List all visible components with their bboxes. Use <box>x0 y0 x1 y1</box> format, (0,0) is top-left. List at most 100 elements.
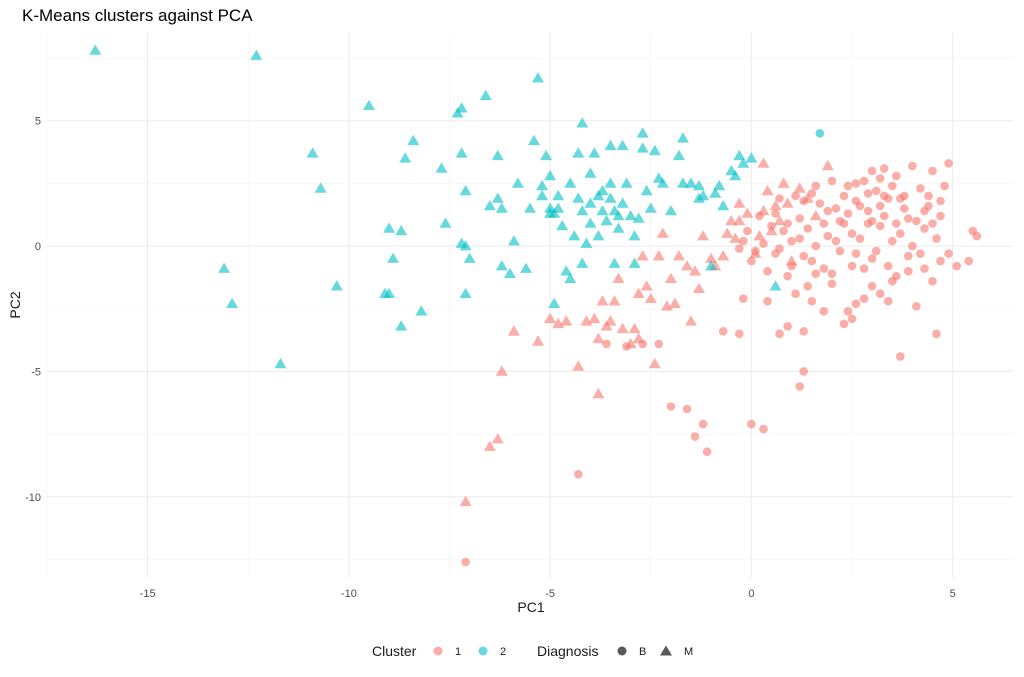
point-cluster2-m <box>733 149 746 161</box>
point-cluster1-b <box>888 276 897 286</box>
point-cluster1-m <box>781 197 794 208</box>
point-cluster2-m <box>705 260 718 271</box>
point-cluster1-b <box>908 161 917 171</box>
point-cluster1-b <box>799 251 808 261</box>
point-cluster1-b <box>855 201 865 211</box>
point-cluster1-m <box>592 388 605 399</box>
point-cluster2-m <box>576 257 589 268</box>
point-cluster1-b <box>916 184 925 193</box>
point-cluster2-m <box>218 262 231 273</box>
point-cluster1-m <box>648 357 661 369</box>
point-cluster1-b <box>908 241 917 251</box>
point-cluster1-b <box>775 329 784 339</box>
point-cluster1-b <box>827 269 837 279</box>
point-cluster1-b <box>855 234 865 243</box>
point-cluster2-m <box>520 262 532 273</box>
point-cluster1-b <box>936 211 945 221</box>
point-cluster1-b <box>718 327 728 336</box>
x-tick-label: -15 <box>140 588 156 600</box>
x-tick-label: -5 <box>545 588 555 600</box>
point-cluster1-b <box>747 419 756 429</box>
legend-cluster-title: Cluster <box>372 643 417 659</box>
legend-cluster-1-marker <box>433 646 443 656</box>
point-cluster1-m <box>681 260 693 271</box>
point-cluster1-b <box>783 322 792 331</box>
point-cluster2-m <box>435 162 448 173</box>
point-cluster1-m <box>689 265 701 276</box>
point-cluster2-m <box>564 177 577 188</box>
point-cluster1-b <box>875 201 885 211</box>
point-cluster2-m <box>685 177 697 188</box>
point-cluster2-m <box>656 177 669 188</box>
point-cluster1-b <box>871 246 881 256</box>
point-cluster2-m <box>511 177 524 188</box>
point-cluster1-m <box>725 215 738 226</box>
point-cluster1-m <box>773 215 786 226</box>
point-cluster1-b <box>904 214 913 223</box>
point-cluster1-m <box>668 297 681 308</box>
point-cluster1-m <box>636 250 649 261</box>
point-cluster1-b <box>747 256 756 266</box>
point-cluster2-m <box>491 149 504 161</box>
point-cluster2-m <box>717 200 730 211</box>
point-cluster1-b <box>811 241 821 251</box>
point-cluster1-m <box>757 157 770 168</box>
point-cluster2-m <box>483 200 496 211</box>
point-cluster1-b <box>904 251 913 261</box>
y-tick-label: -10 <box>25 492 41 504</box>
point-cluster1-m <box>507 325 520 336</box>
point-cluster2-m <box>383 222 396 233</box>
point-cluster1-b <box>932 329 941 339</box>
point-cluster1-b <box>739 236 748 246</box>
point-cluster1-b <box>851 299 861 309</box>
point-cluster1-m <box>652 250 665 261</box>
point-cluster2-m <box>600 215 613 226</box>
point-cluster2-m <box>737 157 750 168</box>
point-cluster2-m <box>548 297 561 308</box>
point-cluster1-m <box>757 205 770 216</box>
point-cluster2-m <box>387 252 400 263</box>
point-cluster1-m <box>809 210 822 221</box>
point-cluster2-m <box>677 177 689 188</box>
point-cluster1-b <box>920 206 929 216</box>
point-cluster1-m <box>697 230 710 241</box>
point-cluster1-m <box>761 184 774 196</box>
point-cluster1-b <box>811 269 821 279</box>
point-cluster1-b <box>920 224 929 233</box>
point-cluster1-b <box>896 229 905 238</box>
point-cluster1-b <box>859 176 869 186</box>
point-cluster2-m <box>644 202 657 213</box>
point-cluster2-m <box>584 167 597 178</box>
point-cluster1-b <box>839 319 849 329</box>
point-cluster1-m <box>628 322 641 334</box>
point-cluster1-b <box>843 307 853 316</box>
point-cluster2-m <box>745 152 758 163</box>
point-cluster1-b <box>924 191 933 201</box>
point-cluster2-m <box>552 202 565 213</box>
point-cluster1-m <box>608 295 621 306</box>
point-cluster2-m <box>495 202 508 213</box>
point-cluster1-b <box>807 296 817 306</box>
point-cluster2-m <box>640 184 653 196</box>
point-cluster1-b <box>783 271 792 281</box>
point-cluster2-m <box>588 147 601 158</box>
point-cluster1-b <box>811 181 821 191</box>
point-cluster1-b <box>787 236 796 246</box>
point-cluster1-b <box>883 261 893 271</box>
point-cluster2-m <box>620 177 633 188</box>
point-cluster1-b <box>928 166 937 176</box>
point-cluster1-b <box>807 256 817 266</box>
point-cluster1-b <box>743 226 752 236</box>
point-cluster1-b <box>698 419 708 429</box>
point-cluster1-m <box>749 247 762 258</box>
point-cluster2-m <box>306 147 319 158</box>
point-cluster1-b <box>783 219 792 228</box>
point-cluster1-b <box>851 179 861 188</box>
point-cluster1-m <box>459 495 472 507</box>
point-cluster1-b <box>795 234 804 243</box>
point-cluster2-m <box>632 212 645 223</box>
point-cluster1-b <box>928 219 937 228</box>
x-axis-ticks: -15 -10 -5 0 5 <box>140 588 956 600</box>
point-cluster2-m <box>455 147 468 158</box>
point-cluster1-b <box>735 244 744 253</box>
